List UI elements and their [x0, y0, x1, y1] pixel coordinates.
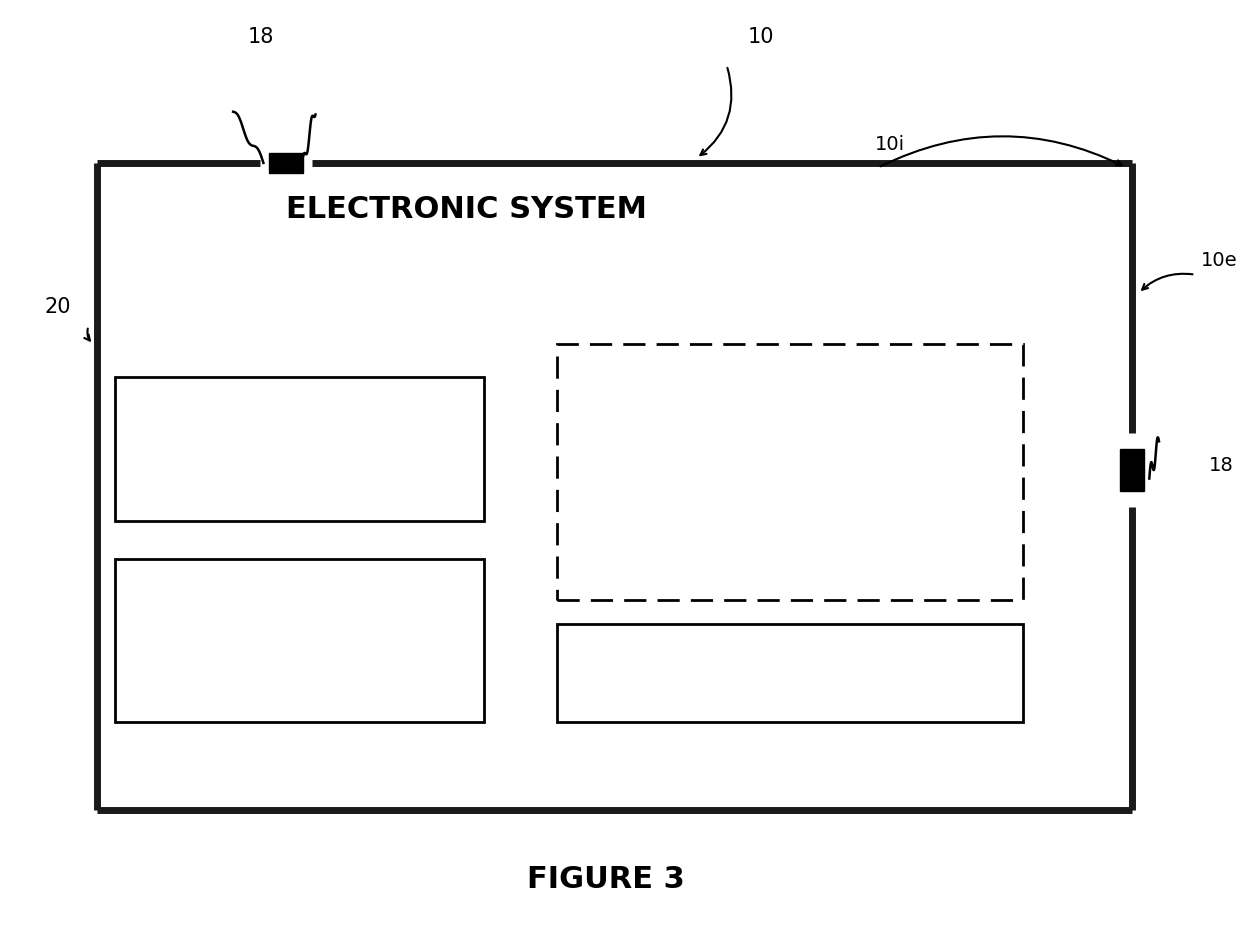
Bar [1120, 450, 1145, 492]
Text: ELECTRONIC SYSTEM: ELECTRONIC SYSTEM [285, 195, 647, 224]
Text: 18: 18 [247, 27, 274, 47]
Text: INTEGRATED CIRCUIT: INTEGRATED CIRCUIT [184, 439, 415, 459]
Text: 10: 10 [748, 27, 774, 47]
Bar [557, 624, 1023, 722]
Bar [557, 344, 1023, 600]
Bar [269, 153, 304, 173]
Text: PORT ADAPTED TO
CONNECT TO A
PLUGGABLE
INTERCONNECT MODULE: PORT ADAPTED TO CONNECT TO A PLUGGABLE I… [666, 428, 915, 517]
Text: POWER SUPPLY/SOURCE: POWER SUPPLY/SOURCE [668, 664, 913, 681]
Bar [115, 377, 485, 521]
Text: FIGURE 3: FIGURE 3 [527, 865, 684, 895]
Text: 20: 20 [45, 297, 72, 317]
Bar [115, 559, 485, 722]
Text: PCB: PCB [278, 630, 321, 650]
Text: 10e: 10e [1202, 251, 1238, 270]
Text: 10i: 10i [875, 135, 905, 154]
Text: 18: 18 [1209, 456, 1234, 475]
